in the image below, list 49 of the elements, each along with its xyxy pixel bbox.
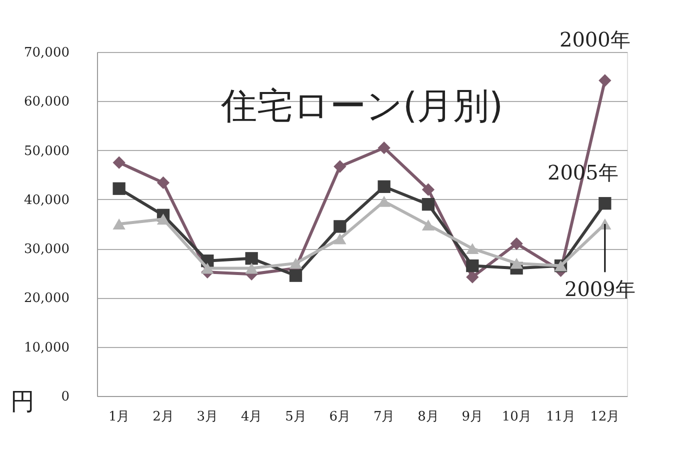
y-tick-label: 0 [61,390,70,404]
series-label: 2000年 [559,28,630,52]
point [598,74,612,87]
point [201,262,214,274]
y-tick-label: 50,000 [24,144,70,159]
y-tick-label: 10,000 [24,340,70,356]
point [112,182,126,195]
point [289,258,302,269]
x-tick-label: 6月 [329,410,351,424]
point [156,176,170,190]
y-tick-label: 30,000 [24,242,70,258]
point [378,142,390,154]
point [245,262,258,274]
y-tick-label: 60,000 [24,94,70,110]
x-tick-label: 12月 [590,410,620,424]
x-tick-label: 1月 [108,410,130,424]
point [510,258,523,269]
x-tick-label: 9月 [462,410,484,424]
point [112,156,126,169]
x-tick-label: 3月 [196,410,218,424]
y-axis-title: 円 [10,388,34,416]
point [422,183,435,196]
x-tick-label: 10月 [502,410,532,424]
x-tick-label: 4月 [240,410,262,424]
y-tick-label: 40,000 [24,192,70,208]
text: 住宅ローン(月別) [220,86,504,128]
x-tick-label: 2月 [152,410,174,424]
series-label: 2009年 [564,277,636,301]
point [422,220,435,230]
y-tick-label: 70,000 [24,46,70,60]
point [510,237,523,250]
point [289,269,302,282]
point [466,243,479,254]
point [334,233,346,244]
point [334,220,346,233]
point [112,218,126,230]
point [156,214,170,225]
point [466,259,479,272]
y-tick-label: 20,000 [24,291,70,306]
x-tick-label: 5月 [285,410,306,424]
x-tick-label: 11月 [546,410,576,424]
point [422,198,435,211]
point [378,180,390,193]
point [334,160,346,173]
point [598,197,612,210]
x-tick-label: 7月 [373,410,395,424]
point [245,252,258,265]
point [466,270,479,284]
x-tick-label: 8月 [418,410,439,424]
